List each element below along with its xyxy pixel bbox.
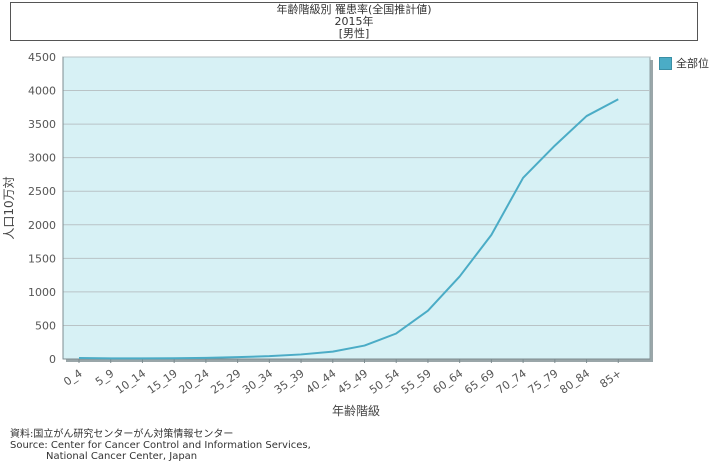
x-tick-label: 30_34 — [240, 367, 275, 397]
x-tick-label: 55_59 — [399, 367, 434, 397]
y-tick-label: 500 — [35, 319, 56, 332]
legend: 全部位 — [659, 55, 709, 71]
x-tick-label: 10_14 — [113, 367, 148, 397]
x-tick-label: 40_44 — [304, 367, 339, 397]
x-tick-label: 70_74 — [494, 367, 529, 397]
x-tick-label: 25_29 — [208, 367, 243, 397]
x-tick-label: 60_64 — [430, 367, 465, 397]
x-tick-label: 45_49 — [335, 367, 370, 397]
chart-subtitle-gender: [男性] — [338, 27, 370, 40]
x-tick-label: 65_69 — [462, 367, 497, 397]
chart-title-box: 年齢階級別 罹患率(全国推計値) 2015年 [男性] — [10, 2, 698, 41]
x-tick-label: 85+ — [598, 367, 624, 391]
y-tick-label: 1500 — [28, 252, 56, 265]
x-tick-label: 20_24 — [177, 367, 212, 397]
y-tick-label: 1000 — [28, 286, 56, 299]
x-tick-label: 75_79 — [526, 367, 561, 397]
y-tick-label: 2000 — [28, 219, 56, 232]
x-tick-label: 35_39 — [272, 367, 307, 397]
source-line-en-1: Source: Center for Cancer Control and In… — [10, 440, 311, 451]
x-tick-label: 15_19 — [145, 367, 180, 397]
legend-label: 全部位 — [676, 57, 709, 70]
y-tick-label: 3000 — [28, 152, 56, 165]
y-tick-label: 0 — [49, 353, 56, 366]
source-line-ja: 資料:国立がん研究センターがん対策情報センター — [10, 429, 234, 440]
chart-title: 年齢階級別 罹患率(全国推計値) — [276, 3, 432, 16]
source-line-en-2: National Cancer Center, Japan — [46, 451, 198, 462]
y-tick-label: 3500 — [28, 118, 56, 131]
source-note: 資料:国立がん研究センターがん対策情報センター Source: Center f… — [10, 429, 311, 462]
chart-subtitle: 2015年 — [334, 15, 374, 28]
x-tick-label: 50_54 — [367, 367, 402, 397]
legend-swatch — [659, 56, 672, 70]
plot-area — [62, 56, 651, 360]
y-tick-label: 4500 — [28, 51, 56, 64]
series-line — [78, 98, 619, 360]
x-tick-label: 0_4 — [61, 367, 84, 389]
y-tick-label: 4000 — [28, 85, 56, 98]
x-tick-label: 80_84 — [557, 367, 592, 397]
y-tick-label: 2500 — [28, 185, 56, 198]
x-axis-label: 年齢階級 — [332, 403, 380, 418]
y-axis-label: 人口10万対 — [2, 176, 16, 239]
